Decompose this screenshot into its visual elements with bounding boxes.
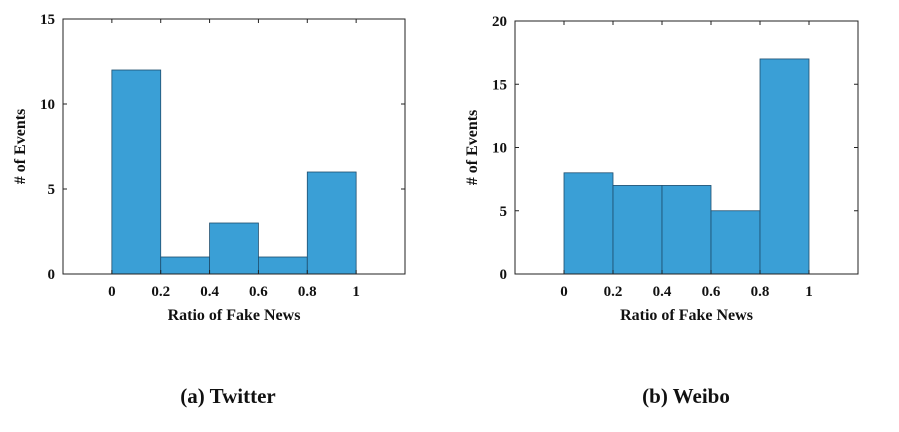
x-tick-label: 1 (805, 284, 813, 300)
x-tick-label: 0.8 (298, 284, 317, 300)
x-tick-label: 0.8 (751, 284, 770, 300)
y-tick-label: 10 (492, 141, 507, 157)
panel-caption: (a) Twitter (180, 384, 275, 408)
panel-caption: (b) Weibo (642, 384, 730, 408)
x-tick-label: 0.2 (604, 284, 623, 300)
y-tick-label: 5 (48, 182, 56, 198)
bar-3 (209, 222, 259, 275)
y-tick-label: 15 (492, 77, 507, 93)
x-tick-label: 0.4 (200, 284, 219, 300)
x-tick-label: 0.6 (249, 284, 268, 300)
bar-1 (563, 172, 614, 275)
x-tick-label: 0.6 (702, 284, 721, 300)
y-tick-label: 0 (500, 267, 508, 283)
y-tick-label: 20 (492, 14, 507, 30)
x-tick-label: 0 (108, 284, 116, 300)
x-axis-label: Ratio of Fake News (168, 307, 301, 324)
y-tick-label: 10 (40, 97, 55, 113)
x-tick-label: 1 (352, 284, 360, 300)
x-tick-label: 0 (560, 284, 568, 300)
bar-3 (661, 185, 712, 275)
x-tick-label: 0.2 (151, 284, 170, 300)
bar-2 (160, 256, 210, 275)
bar-1 (111, 69, 162, 275)
bar-5 (306, 171, 357, 275)
y-tick-label: 15 (40, 12, 55, 28)
bar-5 (759, 58, 810, 275)
x-tick-label: 0.4 (653, 284, 672, 300)
bar-4 (710, 210, 761, 275)
x-axis-label: Ratio of Fake News (620, 307, 753, 324)
bar-4 (258, 256, 308, 275)
y-axis-label: # of Events (12, 109, 29, 185)
y-tick-label: 0 (48, 267, 56, 283)
y-tick-label: 5 (500, 204, 508, 220)
plot-frame (62, 18, 406, 275)
y-axis-label: # of Events (464, 110, 481, 186)
bar-2 (612, 185, 663, 275)
